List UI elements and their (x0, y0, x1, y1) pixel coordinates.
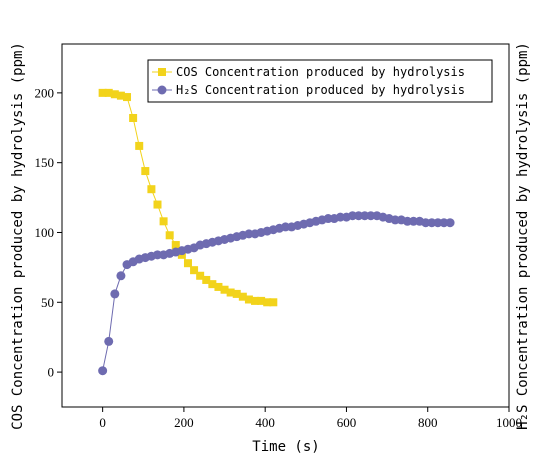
data-point (116, 271, 126, 281)
legend-marker-h2s (157, 85, 167, 95)
y-tick-label: 200 (35, 85, 55, 100)
data-point (208, 280, 217, 289)
data-point (110, 90, 119, 99)
y-tick-label: 50 (41, 295, 54, 310)
legend-marker-cos (158, 68, 166, 76)
y-axis-title-left: COS Concentration produced by hydrolysis… (10, 42, 26, 430)
data-point (98, 88, 107, 97)
x-tick-label: 1000 (496, 415, 522, 430)
data-point (183, 259, 192, 268)
data-point (445, 218, 455, 228)
series-line (102, 92, 274, 303)
x-axis: 0 200 400 600 800 1000 (99, 407, 522, 430)
data-point (165, 231, 174, 240)
series-line (102, 215, 451, 371)
data-point (244, 295, 253, 304)
y-tick-label: 150 (35, 155, 55, 170)
y-tick-label: 100 (35, 225, 55, 240)
data-point (251, 296, 260, 305)
data-point (269, 298, 278, 307)
data-point (263, 298, 272, 307)
plot-border (61, 43, 510, 408)
data-point (147, 185, 156, 194)
data-point (190, 266, 199, 275)
data-point (104, 88, 113, 97)
data-point (141, 167, 150, 176)
legend-entry-cos: COS Concentration produced by hydrolysis (152, 65, 465, 79)
data-point (110, 289, 120, 299)
series-1 (98, 211, 455, 376)
series-layer (98, 88, 455, 376)
legend-label-cos: COS Concentration produced by hydrolysis (176, 65, 465, 79)
y-tick-label: 0 (48, 365, 55, 380)
data-point (226, 288, 235, 297)
data-point (202, 275, 211, 284)
legend-entry-h2s: H₂S Concentration produced by hydrolysis (152, 83, 465, 97)
data-point (238, 292, 247, 301)
data-point (214, 282, 223, 291)
data-point (232, 289, 241, 298)
data-point (135, 141, 144, 150)
data-point (123, 93, 132, 102)
legend-box (147, 59, 493, 103)
series-0 (98, 88, 278, 307)
x-tick-label: 800 (418, 415, 438, 430)
data-point (98, 366, 108, 376)
data-point (159, 217, 168, 226)
data-point (129, 113, 138, 122)
x-tick-label: 0 (99, 415, 106, 430)
y-axis-left: 0 50 100 150 200 (35, 85, 62, 380)
data-point (116, 91, 125, 100)
legend: COS Concentration produced by hydrolysis… (147, 59, 493, 103)
x-tick-label: 200 (174, 415, 194, 430)
data-point (153, 200, 162, 209)
data-point (220, 285, 229, 294)
data-point (257, 296, 266, 305)
x-axis-title: Time (s) (252, 439, 319, 455)
y-axis-title-right: H₂S Concentration produced by hydrolysis… (515, 42, 531, 430)
data-point (196, 271, 205, 280)
plot-frame (61, 43, 510, 408)
x-tick-label: 600 (337, 415, 357, 430)
legend-label-h2s: H₂S Concentration produced by hydrolysis (176, 83, 465, 97)
x-tick-label: 400 (255, 415, 275, 430)
data-point (104, 336, 114, 346)
data-point (171, 241, 180, 250)
